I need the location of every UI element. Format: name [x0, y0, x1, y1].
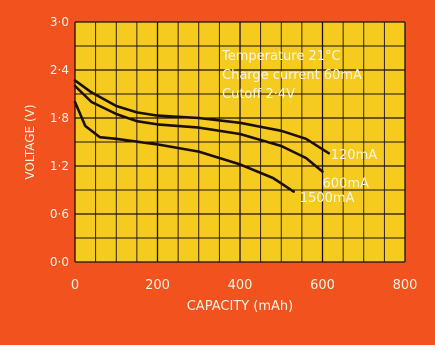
series-label: 600mA [323, 177, 369, 192]
x-tick-label: 400 [228, 278, 253, 293]
annotation: Temperature 21°C Charge current 60mA Cut… [221, 49, 362, 102]
annotation-charge-current: Charge current 60mA [222, 68, 362, 83]
annotation-temperature: Temperature 21°C [221, 49, 341, 64]
series-line [73, 100, 295, 193]
x-tick-label: 200 [145, 278, 170, 293]
series-line [73, 79, 330, 155]
y-tick-label: 3·0 [50, 15, 69, 29]
series-line [73, 84, 324, 173]
y-tick-label: 2·4 [50, 63, 69, 77]
x-tick-label: 600 [310, 278, 335, 293]
x-axis-title: CAPACITY (mAh) [187, 299, 294, 314]
x-tick-label: 0 [71, 278, 79, 293]
x-tick-label: 800 [393, 278, 418, 293]
y-tick-label: 0·0 [50, 255, 69, 269]
y-tick-label: 1·2 [50, 159, 69, 173]
grid [74, 21, 406, 263]
y-tick-label: 1·8 [50, 111, 69, 125]
series-label: 1500mA [300, 191, 355, 206]
tick-labels: 0 200 400 600 800 0·0 0·6 1·2 1·8 2·4 3·0 [50, 15, 418, 293]
y-tick-label: 0·6 [50, 207, 69, 221]
series-label: 120mA [331, 148, 377, 163]
annotation-cutoff: Cutoff 2·4V [222, 87, 295, 102]
y-axis-title: VOLTAGE (V) [23, 104, 37, 179]
